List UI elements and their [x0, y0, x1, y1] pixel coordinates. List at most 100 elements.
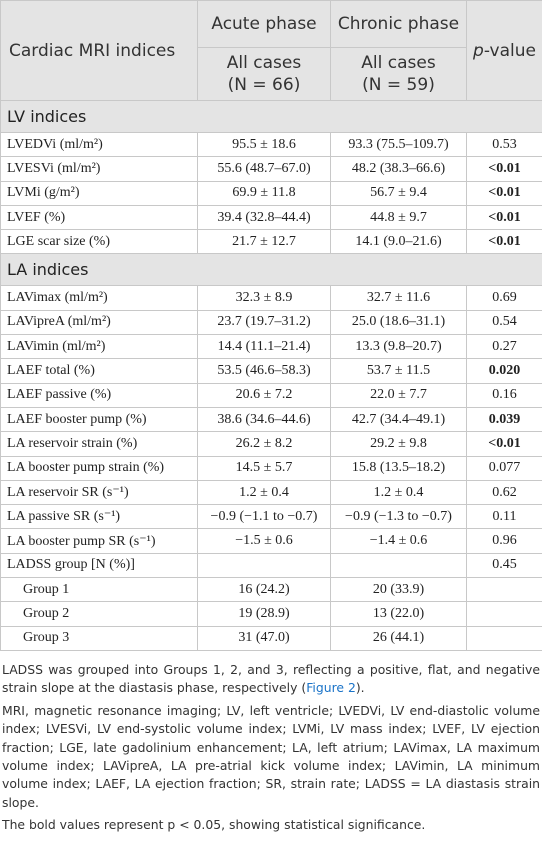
p-value-cell: 0.020: [466, 358, 542, 384]
index-cell: LAEF booster pump (%): [0, 406, 198, 433]
acute-cell: 32.3 ± 8.9: [197, 285, 331, 311]
p-value-cell: <0.01: [466, 180, 542, 206]
header-text: (N = 59): [362, 75, 435, 95]
data-row: LA booster pump SR (s⁻¹) −1.5 ± 0.6 −1.4 ±…: [0, 528, 542, 554]
header-text: -value: [483, 40, 536, 61]
footnote: LADSS was grouped into Groups 1, 2, and …: [2, 661, 540, 698]
chronic-cell: 42.7 (34.4–49.1): [330, 406, 467, 433]
acute-cell: 14.4 (11.1–21.4): [197, 334, 331, 360]
index-cell: LA booster pump SR (s⁻¹): [0, 528, 198, 554]
section-title: LV indices: [0, 100, 542, 133]
data-row: LA reservoir SR (s⁻¹) 1.2 ± 0.4 1.2 ± 0.4 0…: [0, 479, 542, 506]
chronic-cell: 13.3 (9.8–20.7): [330, 334, 467, 360]
p-value-cell: <0.01: [466, 229, 542, 255]
data-row: LAVimax (ml/m²) 32.3 ± 8.9 32.7 ± 11.6 0.69: [0, 285, 542, 311]
p-value-cell: 0.039: [466, 406, 542, 433]
chronic-cell: [330, 552, 467, 579]
index-cell: LADSS group [N (%)]: [0, 552, 198, 579]
p-value-cell: 0.69: [466, 285, 542, 311]
header-cell: All cases (N = 59): [330, 47, 467, 101]
chronic-cell: 14.1 (9.0–21.6): [330, 229, 467, 255]
data-row: LVESVi (ml/m²) 55.6 (48.7–67.0) 48.2 (38.3…: [0, 156, 542, 182]
footnote: MRI, magnetic resonance imaging; LV, lef…: [2, 702, 540, 810]
p-value-cell: 0.96: [466, 528, 542, 554]
index-cell: LVEF (%): [0, 204, 198, 231]
chronic-cell: 25.0 (18.6–31.1): [330, 309, 467, 336]
acute-cell: 19 (28.9): [197, 601, 331, 627]
chronic-cell: 1.2 ± 0.4: [330, 479, 467, 506]
chronic-cell: 56.7 ± 9.4: [330, 180, 467, 206]
p-value-cell: 0.11: [466, 504, 542, 530]
chronic-cell: 20 (33.9): [330, 577, 467, 603]
acute-cell: 69.9 ± 11.8: [197, 180, 331, 206]
chronic-cell: 26 (44.1): [330, 625, 467, 651]
p-value-cell: [466, 601, 542, 627]
acute-cell: 53.5 (46.6–58.3): [197, 358, 331, 384]
acute-cell: −0.9 (−1.1 to −0.7): [197, 504, 331, 530]
index-cell: LAVimax (ml/m²): [0, 285, 198, 311]
data-row: LAVimin (ml/m²) 14.4 (11.1–21.4) 13.3 (9.8…: [0, 334, 542, 360]
data-row: LVEF (%) 39.4 (32.8–44.4) 44.8 ± 9.7 <0.01: [0, 204, 542, 231]
table-body: LV indices LVEDVi (ml/m²) 95.5 ± 18.6 93.3 …: [0, 100, 542, 651]
index-cell: LAEF total (%): [0, 358, 198, 384]
index-cell: LA reservoir SR (s⁻¹): [0, 479, 198, 506]
header-text: p: [473, 40, 484, 61]
index-cell: LAEF passive (%): [0, 382, 198, 408]
header-text: All cases: [226, 53, 302, 73]
chronic-cell: 22.0 ± 7.7: [330, 382, 467, 408]
index-cell: LVMi (g/m²): [0, 180, 198, 206]
data-row: LA passive SR (s⁻¹) −0.9 (−1.1 to −0.7) −0…: [0, 504, 542, 530]
header-text: (N = 66): [227, 75, 301, 95]
p-value-cell: <0.01: [466, 204, 542, 231]
acute-cell: 14.5 ± 5.7: [197, 455, 331, 481]
acute-cell: 1.2 ± 0.4: [197, 479, 331, 506]
footnote: The bold values represent p < 0.05, show…: [2, 817, 426, 833]
acute-cell: 16 (24.2): [197, 577, 331, 603]
data-row: LA reservoir strain (%) 26.2 ± 8.2 29.2 ± …: [0, 431, 542, 457]
acute-cell: 95.5 ± 18.6: [197, 131, 331, 158]
index-cell: LGE scar size (%): [0, 229, 198, 255]
acute-cell: 38.6 (34.6–44.6): [197, 406, 331, 433]
data-row: LA booster pump strain (%) 14.5 ± 5.7 15.8…: [0, 455, 542, 481]
p-value-cell: 0.077: [466, 455, 542, 481]
index-cell: Group 2: [0, 601, 198, 627]
data-row: LAEF passive (%) 20.6 ± 7.2 22.0 ± 7.7 0.16: [0, 382, 542, 408]
acute-cell: 31 (47.0): [197, 625, 331, 651]
index-cell: LA reservoir strain (%): [0, 431, 198, 457]
p-value-cell: 0.53: [466, 131, 542, 158]
header-text: All cases: [361, 53, 436, 73]
p-value-cell: <0.01: [466, 156, 542, 182]
header-cell: All cases (N = 66): [197, 47, 331, 101]
acute-cell: 55.6 (48.7–67.0): [197, 156, 331, 182]
chronic-cell: −1.4 ± 0.6: [330, 528, 467, 554]
figure-link[interactable]: Figure 2: [306, 680, 356, 696]
table-header: Cardiac MRI indices Acute phase Chronic …: [0, 0, 542, 101]
data-row: LADSS group [N (%)] 0.45: [0, 552, 542, 579]
chronic-cell: −0.9 (−1.3 to −0.7): [330, 504, 467, 530]
data-row: LAEF booster pump (%) 38.6 (34.6–44.6) 42.…: [0, 406, 542, 433]
index-cell: Group 1: [0, 577, 198, 603]
header-cell: Chronic phase: [330, 0, 467, 48]
data-row: LVMi (g/m²) 69.9 ± 11.8 56.7 ± 9.4 <0.01: [0, 180, 542, 206]
section-row: LV indices: [0, 100, 542, 133]
chronic-cell: 44.8 ± 9.7: [330, 204, 467, 231]
chronic-cell: 13 (22.0): [330, 601, 467, 627]
footnotes: LADSS was grouped into Groups 1, 2, and …: [0, 651, 542, 835]
p-value-cell: 0.45: [466, 552, 542, 579]
p-value-cell: [466, 577, 542, 603]
header-cell: p-value: [466, 0, 542, 101]
index-cell: LA booster pump strain (%): [0, 455, 198, 481]
index-cell: LVESVi (ml/m²): [0, 156, 198, 182]
header-cell: Acute phase: [197, 0, 331, 48]
acute-cell: 26.2 ± 8.2: [197, 431, 331, 457]
chronic-cell: 32.7 ± 11.6: [330, 285, 467, 311]
footnote-text: LADSS was grouped into Groups 1, 2, and …: [2, 661, 540, 696]
chronic-cell: 29.2 ± 9.8: [330, 431, 467, 457]
acute-cell: 23.7 (19.7–31.2): [197, 309, 331, 336]
index-cell: Group 3: [0, 625, 198, 651]
chronic-cell: 15.8 (13.5–18.2): [330, 455, 467, 481]
data-row: Group 1 16 (24.2) 20 (33.9): [0, 577, 542, 603]
section-row: LA indices: [0, 253, 542, 287]
chronic-cell: 53.7 ± 11.5: [330, 358, 467, 384]
data-row: Group 2 19 (28.9) 13 (22.0): [0, 601, 542, 627]
